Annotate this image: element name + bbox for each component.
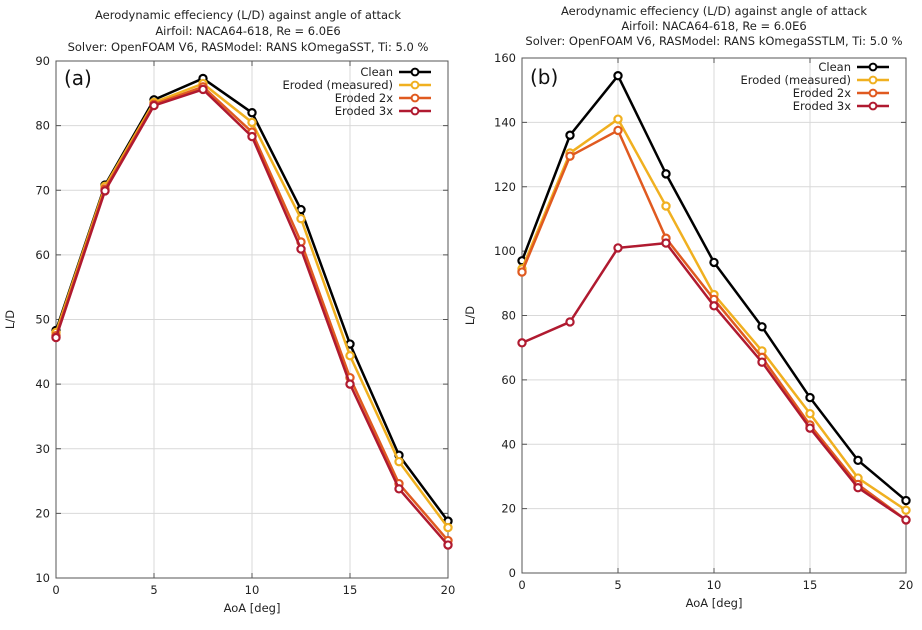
chart-title-line: Aerodynamic effeciency (L/D) against ang…	[95, 8, 401, 22]
y-tick-label: 20	[35, 506, 50, 520]
data-point-series-0	[247, 107, 257, 118]
data-point-series-1	[901, 505, 911, 515]
y-tick-label: 30	[35, 442, 50, 456]
x-tick-label: 0	[518, 578, 525, 592]
y-tick-label: 120	[494, 180, 516, 194]
y-tick-label: 140	[494, 115, 516, 129]
chart-panel-a: Aerodynamic effeciency (L/D) against ang…	[3, 8, 455, 615]
chart-title-line: Airfoil: NACA64-618, Re = 6.0E6	[621, 19, 806, 33]
data-point-series-3	[51, 332, 61, 343]
data-point-series-1	[661, 201, 671, 211]
legend-label: Eroded 2x	[793, 86, 851, 100]
x-tick-label: 5	[150, 583, 157, 597]
data-point-series-0	[565, 130, 575, 140]
y-tick-label: 70	[35, 183, 50, 197]
data-point-series-3	[296, 244, 306, 254]
data-point-series-2	[517, 267, 527, 277]
y-tick-label: 80	[501, 309, 516, 323]
x-tick-label: 0	[52, 583, 59, 597]
legend-label: Eroded (measured)	[740, 73, 851, 87]
y-tick-label: 60	[501, 373, 516, 387]
data-point-series-3	[901, 515, 911, 525]
legend-swatch-marker	[868, 88, 878, 98]
y-tick-label: 0	[509, 566, 516, 580]
data-point-series-0	[757, 322, 767, 332]
x-tick-label: 5	[614, 578, 621, 592]
data-point-series-3	[757, 357, 767, 367]
data-point-series-0	[805, 392, 815, 403]
data-point-series-3	[394, 484, 404, 494]
y-tick-label: 100	[494, 244, 516, 258]
legend-swatch-marker	[410, 106, 420, 116]
y-tick-label: 50	[35, 313, 50, 327]
data-point-series-1	[345, 350, 355, 361]
x-tick-label: 10	[707, 578, 722, 592]
y-axis-label: L/D	[3, 310, 17, 329]
chart-title-line: Solver: OpenFOAM V6, RASModel: RANS kOme…	[525, 34, 902, 48]
data-point-series-1	[394, 456, 404, 467]
panel-label: (b)	[530, 65, 558, 89]
legend-swatch-marker	[410, 80, 420, 90]
chart-title-line: Solver: OpenFOAM V6, RASModel: RANS kOme…	[68, 40, 429, 54]
data-point-series-3	[443, 540, 453, 550]
data-point-series-3	[709, 301, 719, 311]
data-point-series-3	[805, 423, 815, 433]
y-axis-label: L/D	[463, 306, 477, 325]
data-point-series-1	[247, 117, 257, 128]
x-tick-label: 15	[803, 578, 818, 592]
data-point-series-3	[345, 379, 355, 389]
data-point-series-0	[613, 71, 623, 81]
panel-label: (a)	[64, 66, 92, 90]
legend-label: Eroded (measured)	[282, 78, 393, 92]
legend-label: Eroded 3x	[335, 104, 393, 118]
y-tick-label: 20	[501, 502, 516, 516]
x-axis-label: AoA [deg]	[224, 601, 281, 615]
x-tick-label: 20	[441, 583, 456, 597]
data-point-series-3	[100, 186, 110, 196]
legend-label: Clean	[360, 65, 393, 79]
data-point-series-3	[661, 238, 671, 248]
y-tick-label: 60	[35, 248, 50, 262]
chart-title-line: Aerodynamic effeciency (L/D) against ang…	[561, 4, 867, 18]
y-tick-label: 40	[35, 377, 50, 391]
data-point-series-3	[198, 84, 208, 95]
x-tick-label: 15	[343, 583, 358, 597]
data-point-series-3	[149, 100, 159, 111]
data-point-series-3	[247, 131, 257, 142]
data-point-series-1	[613, 114, 623, 124]
legend-label: Clean	[818, 60, 851, 74]
data-point-series-1	[443, 522, 453, 533]
data-point-series-3	[853, 483, 863, 493]
data-point-series-3	[565, 317, 575, 327]
legend-swatch-marker	[868, 101, 878, 111]
data-point-series-2	[613, 125, 623, 136]
legend-label: Eroded 3x	[793, 99, 851, 113]
x-axis-label: AoA [deg]	[686, 596, 743, 610]
data-point-series-1	[296, 213, 306, 224]
legend-swatch-marker	[410, 67, 420, 77]
data-point-series-2	[565, 151, 575, 161]
y-tick-label: 80	[35, 119, 50, 133]
x-tick-label: 10	[245, 583, 260, 597]
data-point-series-0	[709, 257, 719, 268]
y-tick-label: 10	[35, 571, 50, 585]
chart-title-line: Airfoil: NACA64-618, Re = 6.0E6	[155, 24, 340, 38]
data-point-series-3	[517, 338, 527, 348]
chart-panel-b: Aerodynamic effeciency (L/D) against ang…	[463, 4, 913, 610]
data-point-series-0	[901, 495, 911, 506]
x-tick-label: 20	[899, 578, 914, 592]
y-tick-label: 160	[494, 51, 516, 65]
y-tick-label: 90	[35, 54, 50, 68]
legend-swatch-marker	[410, 93, 420, 103]
data-point-series-3	[613, 243, 623, 253]
legend-label: Eroded 2x	[335, 91, 393, 105]
legend-swatch-marker	[868, 62, 878, 72]
data-point-series-1	[805, 408, 815, 419]
y-tick-label: 40	[501, 437, 516, 451]
data-point-series-0	[661, 169, 671, 179]
legend-swatch-marker	[868, 75, 878, 85]
data-point-series-0	[853, 455, 863, 466]
